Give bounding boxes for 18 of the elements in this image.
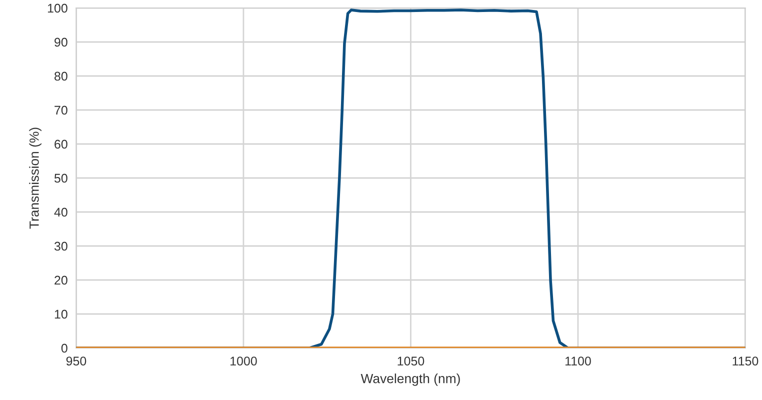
y-tick-label: 30 [54, 242, 68, 251]
y-axis-title: Transmission (%) [29, 128, 42, 229]
y-tick-label: 60 [54, 140, 68, 149]
y-tick-label: 80 [54, 72, 68, 81]
y-tick-label: 40 [54, 208, 68, 217]
y-tick-label: 20 [54, 276, 68, 285]
x-tick-label: 1150 [732, 356, 758, 366]
y-tick-label: 0 [61, 344, 68, 353]
y-tick-label: 50 [54, 174, 68, 183]
y-tick-label: 70 [54, 106, 68, 115]
x-tick-label: 1000 [230, 356, 257, 366]
x-tick-label: 950 [66, 356, 86, 366]
x-tick-label: 1100 [565, 356, 591, 366]
y-tick-label: 90 [54, 38, 68, 47]
y-tick-label: 100 [48, 4, 68, 13]
x-axis-title: Wavelength (nm) [360, 374, 460, 386]
y-tick-label: 10 [54, 310, 68, 319]
x-tick-label: 1050 [398, 356, 424, 366]
